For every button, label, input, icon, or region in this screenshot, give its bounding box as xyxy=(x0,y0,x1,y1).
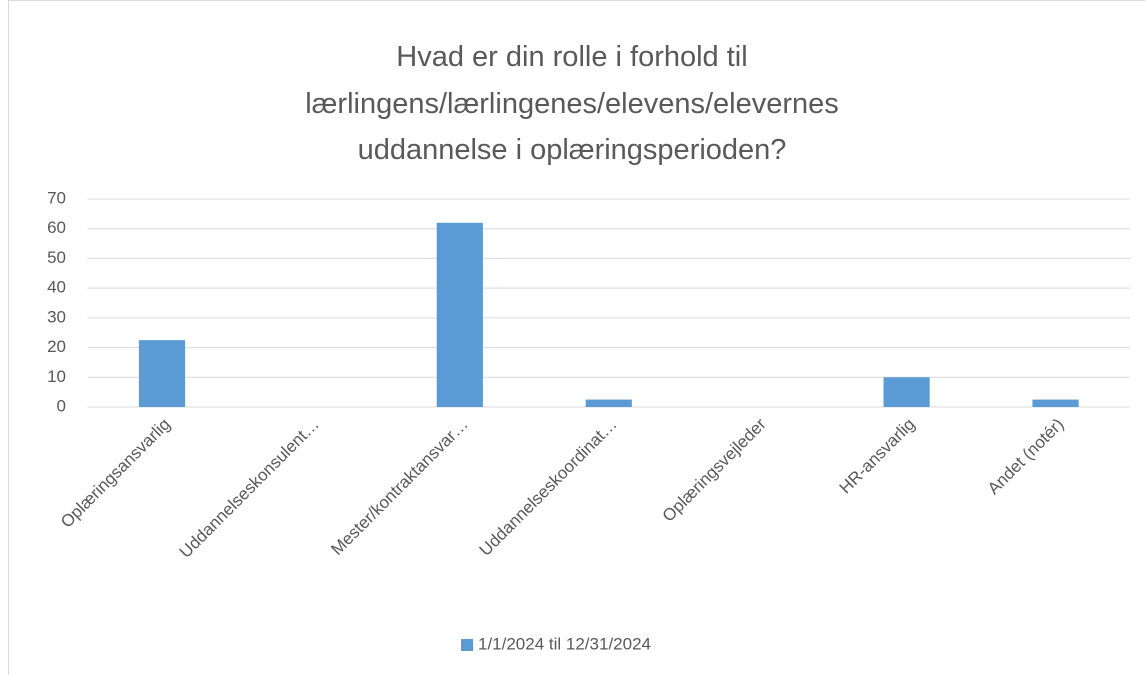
bar xyxy=(1032,399,1079,407)
y-tick-label: 40 xyxy=(47,278,66,297)
x-tick-label: Uddannelseskoordinat… xyxy=(476,415,621,560)
bar xyxy=(883,377,930,407)
y-tick-label: 60 xyxy=(47,218,66,237)
y-tick-label: 20 xyxy=(47,337,66,356)
legend-swatch xyxy=(461,639,473,651)
bar xyxy=(436,222,483,407)
bar xyxy=(138,340,186,407)
y-tick-label: 50 xyxy=(47,248,66,267)
chart-border xyxy=(8,0,1145,675)
y-tick-label: 70 xyxy=(47,188,66,207)
x-tick-label: Oplæringsansvarlig xyxy=(57,415,174,532)
chart-title: Hvad er din rolle i forhold til lærlinge… xyxy=(305,41,839,166)
x-tick-label: HR-ansvarlig xyxy=(836,415,919,498)
y-tick-label: 10 xyxy=(47,367,66,386)
x-tick-label: Uddannelseskonsulent… xyxy=(176,415,323,562)
y-tick-label: 30 xyxy=(47,307,66,326)
legend-label: 1/1/2024 til 12/31/2024 xyxy=(478,634,651,653)
x-tick-label: Andet (notér) xyxy=(984,415,1068,499)
bar xyxy=(585,399,632,407)
y-tick-label: 0 xyxy=(57,396,66,415)
x-tick-label: Mester/kontraktansvar… xyxy=(327,415,471,559)
x-tick-label: Oplæringsvejleder xyxy=(659,414,770,525)
